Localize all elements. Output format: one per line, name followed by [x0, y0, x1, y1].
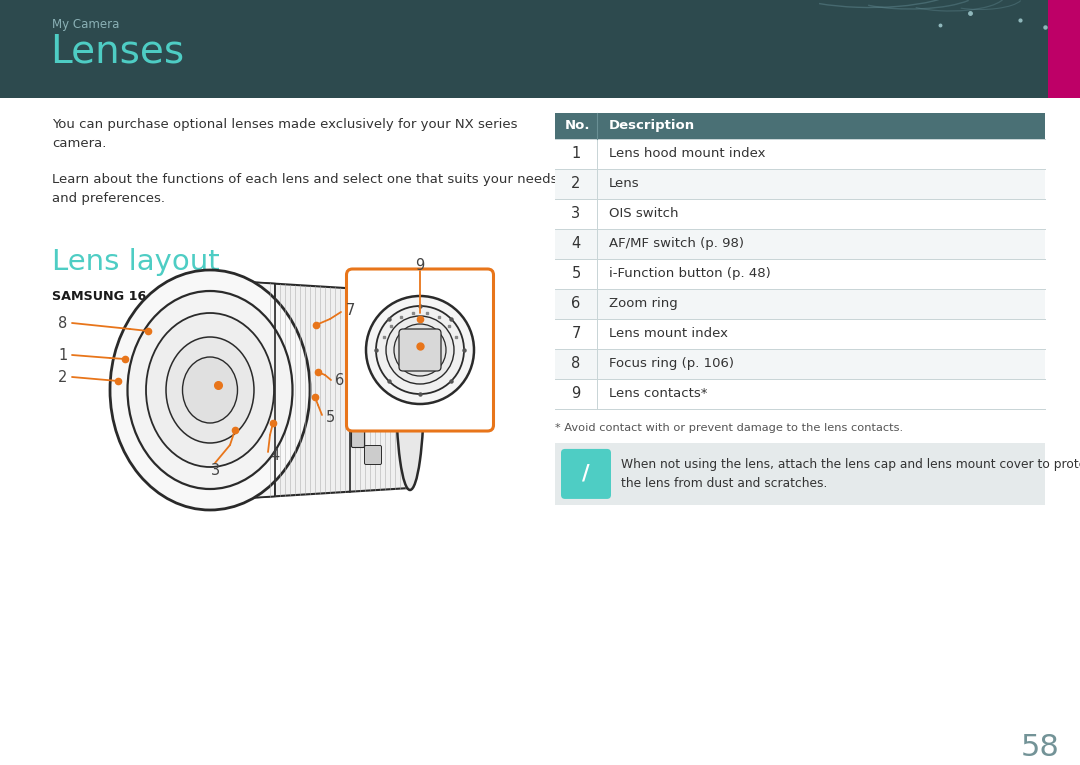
FancyBboxPatch shape: [351, 418, 365, 448]
Ellipse shape: [366, 296, 474, 404]
Ellipse shape: [127, 291, 293, 489]
Text: 8: 8: [571, 356, 581, 372]
Ellipse shape: [386, 316, 454, 384]
FancyBboxPatch shape: [555, 379, 1045, 409]
FancyBboxPatch shape: [399, 329, 441, 371]
Text: 9: 9: [571, 386, 581, 402]
Ellipse shape: [394, 324, 446, 376]
Ellipse shape: [146, 313, 274, 467]
Text: 4: 4: [270, 448, 280, 463]
Text: /: /: [582, 464, 590, 484]
FancyBboxPatch shape: [555, 319, 1045, 349]
FancyBboxPatch shape: [555, 229, 1045, 259]
Text: When not using the lens, attach the lens cap and lens mount cover to protect
the: When not using the lens, attach the lens…: [621, 458, 1080, 490]
Text: Description: Description: [609, 119, 696, 132]
Text: No.: No.: [565, 119, 591, 132]
Text: 4: 4: [571, 236, 581, 252]
Polygon shape: [215, 280, 410, 500]
FancyBboxPatch shape: [555, 139, 1045, 169]
Text: 3: 3: [571, 207, 581, 221]
Text: 1: 1: [571, 146, 581, 161]
Text: 8: 8: [58, 315, 68, 330]
FancyBboxPatch shape: [555, 443, 1045, 505]
Text: 6: 6: [336, 373, 345, 388]
Ellipse shape: [110, 270, 310, 510]
Text: 58: 58: [1021, 733, 1059, 761]
FancyBboxPatch shape: [347, 269, 494, 431]
Text: 7: 7: [346, 302, 354, 317]
FancyBboxPatch shape: [555, 349, 1045, 379]
Text: 5: 5: [571, 266, 581, 282]
FancyBboxPatch shape: [555, 259, 1045, 289]
Ellipse shape: [183, 357, 238, 423]
Text: OIS switch: OIS switch: [609, 207, 678, 220]
Text: * Avoid contact with or prevent damage to the lens contacts.: * Avoid contact with or prevent damage t…: [555, 423, 903, 433]
FancyBboxPatch shape: [0, 0, 1080, 98]
Circle shape: [360, 360, 370, 370]
Ellipse shape: [396, 290, 424, 490]
FancyBboxPatch shape: [555, 113, 1045, 139]
Text: i-Function button (p. 48): i-Function button (p. 48): [609, 268, 771, 281]
FancyBboxPatch shape: [555, 199, 1045, 229]
Text: AF/MF switch (p. 98): AF/MF switch (p. 98): [609, 237, 744, 250]
FancyBboxPatch shape: [365, 445, 381, 464]
Circle shape: [356, 356, 374, 374]
Text: 3: 3: [211, 463, 219, 477]
Text: You can purchase optional lenses made exclusively for your NX series
camera.: You can purchase optional lenses made ex…: [52, 118, 517, 150]
FancyBboxPatch shape: [555, 169, 1045, 199]
Text: 6: 6: [571, 296, 581, 311]
Ellipse shape: [376, 306, 464, 394]
Text: Focus ring (p. 106): Focus ring (p. 106): [609, 357, 734, 370]
Ellipse shape: [401, 331, 438, 369]
FancyBboxPatch shape: [555, 289, 1045, 319]
FancyBboxPatch shape: [1048, 0, 1080, 98]
Text: Lens mount index: Lens mount index: [609, 327, 728, 340]
Text: Lenses: Lenses: [50, 32, 184, 70]
Text: Zoom ring: Zoom ring: [609, 298, 678, 311]
Text: SAMSUNG 16-50mm F2-2.8 S ED OIS lens (example): SAMSUNG 16-50mm F2-2.8 S ED OIS lens (ex…: [52, 290, 423, 303]
Text: My Camera: My Camera: [52, 18, 120, 31]
Text: 1: 1: [58, 347, 68, 363]
Text: 9: 9: [416, 258, 424, 272]
Text: Lens: Lens: [609, 177, 639, 190]
Text: 2: 2: [571, 177, 581, 191]
Text: Learn about the functions of each lens and select one that suits your needs
and : Learn about the functions of each lens a…: [52, 173, 557, 205]
Text: Lens hood mount index: Lens hood mount index: [609, 148, 766, 161]
Text: Lens contacts*: Lens contacts*: [609, 387, 707, 400]
Text: Lens layout: Lens layout: [52, 248, 219, 276]
Text: 5: 5: [325, 409, 335, 425]
Ellipse shape: [166, 337, 254, 443]
FancyBboxPatch shape: [561, 449, 611, 499]
Text: 2: 2: [58, 369, 68, 385]
Polygon shape: [215, 280, 275, 500]
Text: 7: 7: [571, 327, 581, 341]
